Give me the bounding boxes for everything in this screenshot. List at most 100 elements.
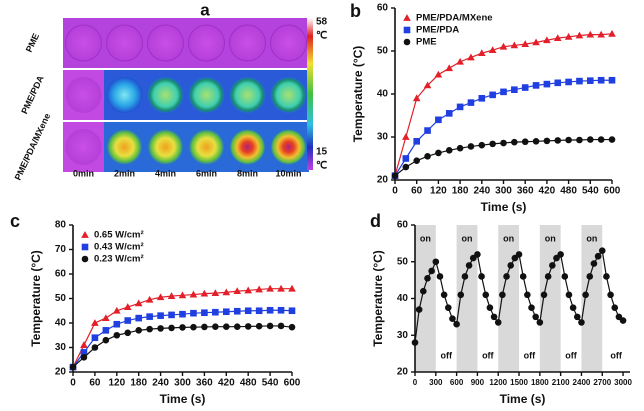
legend-label: 0.43 W/cm² (94, 242, 144, 253)
y-tick-label: 30 (377, 132, 389, 143)
on-period (456, 225, 478, 372)
sample-image (188, 24, 225, 62)
marker (189, 290, 198, 298)
colorbar (307, 18, 313, 170)
x-axis-title: Time (s) (160, 392, 206, 406)
marker (157, 312, 164, 319)
x-tick-label: 420 (539, 186, 556, 197)
panel-label: a (200, 0, 210, 19)
marker (391, 172, 399, 179)
marker (543, 36, 551, 44)
marker (608, 29, 616, 37)
marker (432, 258, 440, 266)
marker (515, 251, 523, 258)
colorbar-min: 15 (316, 147, 328, 158)
marker (91, 334, 99, 341)
marker (244, 323, 252, 330)
marker (449, 315, 456, 323)
y-axis-title: Temperature (°C) (351, 46, 365, 143)
marker (461, 273, 469, 280)
off-label: off (610, 350, 622, 360)
marker (190, 323, 197, 331)
x-tick-label: 480 (560, 186, 577, 197)
row-label: PME/PDA (19, 74, 46, 116)
sample-image (106, 24, 143, 62)
x-tick-label: 420 (218, 378, 235, 389)
panel-label: c (10, 211, 20, 231)
marker (255, 307, 263, 315)
marker (482, 291, 490, 299)
marker (500, 88, 507, 96)
marker (179, 310, 186, 318)
marker (157, 325, 164, 332)
x-tick-label: 60 (411, 186, 423, 197)
marker (467, 99, 475, 106)
marker (244, 286, 252, 294)
marker (544, 273, 552, 280)
legend-marker (403, 26, 411, 34)
marker (561, 273, 569, 280)
marker (233, 307, 241, 315)
marker (436, 273, 444, 280)
marker (521, 138, 529, 146)
marker (543, 80, 551, 88)
marker (288, 284, 296, 292)
panel-label: b (350, 1, 361, 21)
x-tick-label: 300 (495, 186, 512, 197)
marker (573, 313, 581, 321)
marker (619, 317, 627, 324)
marker (445, 64, 454, 72)
column-label: 0min (73, 168, 94, 178)
x-tick-label: 600 (604, 186, 621, 197)
x-tick-label: 540 (582, 186, 599, 197)
marker (478, 95, 486, 102)
marker (413, 138, 420, 145)
marker (611, 304, 619, 311)
legend-label: 0.65 W/cm² (94, 230, 144, 241)
sample-image (270, 77, 307, 113)
legend-label: PME/PDA (416, 25, 459, 36)
marker (453, 320, 460, 328)
marker (402, 163, 410, 171)
marker (587, 136, 594, 143)
x-tick-label: 600 (450, 378, 464, 387)
x-tick-label: 300 (429, 378, 443, 387)
marker (532, 313, 539, 321)
sample-image (147, 129, 184, 165)
off-label: off (482, 350, 494, 360)
on-label: on (586, 233, 597, 243)
marker (597, 30, 605, 38)
x-tick-label: 900 (471, 378, 485, 387)
marker (440, 291, 448, 299)
marker (412, 94, 421, 102)
marker (565, 136, 572, 144)
sample-image (147, 77, 184, 113)
marker (179, 324, 186, 331)
marker (521, 84, 529, 91)
marker (402, 133, 410, 140)
x-tick-label: 600 (284, 378, 301, 389)
sample-image (229, 129, 266, 165)
y-tick-label: 40 (377, 89, 389, 100)
marker (578, 319, 585, 326)
marker (146, 325, 153, 333)
marker (603, 273, 610, 280)
marker (277, 306, 285, 314)
marker (102, 336, 110, 344)
on-label: on (503, 233, 514, 243)
colorbar-max: 58 (316, 17, 328, 28)
sample-image (65, 129, 102, 165)
marker (499, 42, 508, 50)
marker (543, 137, 551, 145)
marker (266, 322, 274, 330)
marker (519, 273, 527, 280)
x-tick-label: 60 (89, 378, 101, 389)
marker (80, 341, 88, 348)
marker (489, 91, 496, 99)
marker (549, 262, 556, 269)
y-axis-title: Temperature (°C) (29, 250, 43, 347)
colorbar-unit: ℃ (316, 31, 327, 42)
marker (554, 137, 562, 144)
marker (597, 136, 605, 143)
y-tick-label: 50 (55, 293, 67, 304)
